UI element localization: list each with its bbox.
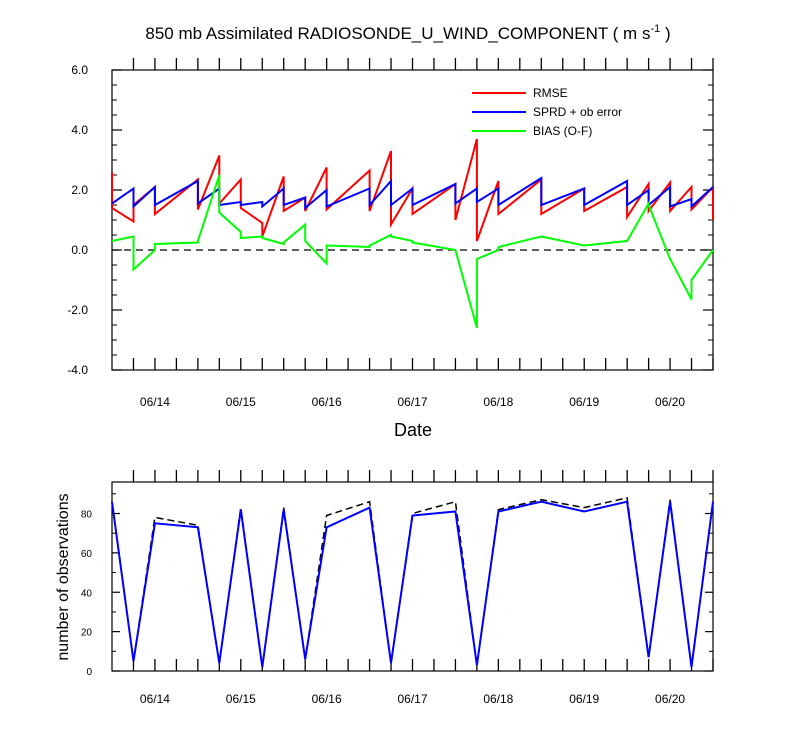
x-tick-label: 06/20 <box>655 692 685 706</box>
y-tick-label: 2.0 <box>71 183 88 197</box>
y-tick-label: 0 <box>86 667 92 678</box>
x-tick-label: 06/18 <box>483 395 513 409</box>
y-tick-label: 40 <box>81 588 93 599</box>
y-tick-label: 6.0 <box>71 63 88 77</box>
bottom-chart: 0 20 40 60 80 06/14 06/15 06/16 06/17 06/18 06/19 0… <box>55 470 714 706</box>
top-chart: -4.0 -2.0 0.0 2.0 4.0 6.0 06/14 06/15 06/16 06/17… <box>67 58 714 440</box>
obs-line-assimilated <box>111 500 714 668</box>
series-line-bias-o-f <box>111 174 714 329</box>
series-line-sprd-ob-error <box>111 176 714 211</box>
top-ticks: -4.0 -2.0 0.0 2.0 4.0 6.0 06/14 06/15 06/16 06/17… <box>67 58 714 409</box>
x-axis-title: Date <box>394 420 432 440</box>
bottom-series-group <box>111 496 714 668</box>
x-tick-label: 06/14 <box>140 692 170 706</box>
x-tick-label: 06/14 <box>140 395 170 409</box>
y-tick-label: 20 <box>81 628 93 639</box>
top-plot-frame <box>111 69 714 371</box>
title-main: 850 mb Assimilated RADIOSONDE_U_WIND_COM… <box>145 24 650 43</box>
y-tick-label: -4.0 <box>67 363 88 377</box>
y-tick-label: 60 <box>81 549 93 560</box>
x-tick-label: 06/15 <box>226 692 256 706</box>
bottom-ticks: 0 20 40 60 80 06/14 06/15 06/16 06/17 06/18 06/19 0… <box>81 470 714 706</box>
x-tick-label: 06/19 <box>569 395 599 409</box>
x-tick-label: 06/17 <box>397 692 427 706</box>
x-tick-label: 06/20 <box>655 395 685 409</box>
top-series-group <box>111 138 714 329</box>
bottom-plot-frame <box>111 481 714 672</box>
legend: RMSE SPRD + ob error BIAS (O-F) <box>472 86 622 138</box>
y-tick-label: 4.0 <box>71 123 88 137</box>
x-tick-label: 06/16 <box>312 692 342 706</box>
y-tick-label: -2.0 <box>67 303 88 317</box>
x-tick-label: 06/17 <box>397 395 427 409</box>
legend-label: SPRD + ob error <box>533 105 622 119</box>
x-tick-label: 06/18 <box>483 692 513 706</box>
legend-label: BIAS (O-F) <box>533 124 592 138</box>
x-tick-label: 06/15 <box>226 395 256 409</box>
obs-line-possible <box>111 496 714 668</box>
x-tick-label: 06/16 <box>312 395 342 409</box>
legend-label: RMSE <box>533 86 568 100</box>
y-tick-label: 80 <box>81 510 93 521</box>
title-unit-sup: -1 <box>650 23 660 35</box>
title-close: ) <box>660 24 670 43</box>
y-tick-label: 0.0 <box>71 243 88 257</box>
x-tick-label: 06/19 <box>569 692 599 706</box>
y-axis-title-observations: number of observations <box>55 493 72 660</box>
chart-title: 850 mb Assimilated RADIOSONDE_U_WIND_COM… <box>145 23 670 43</box>
